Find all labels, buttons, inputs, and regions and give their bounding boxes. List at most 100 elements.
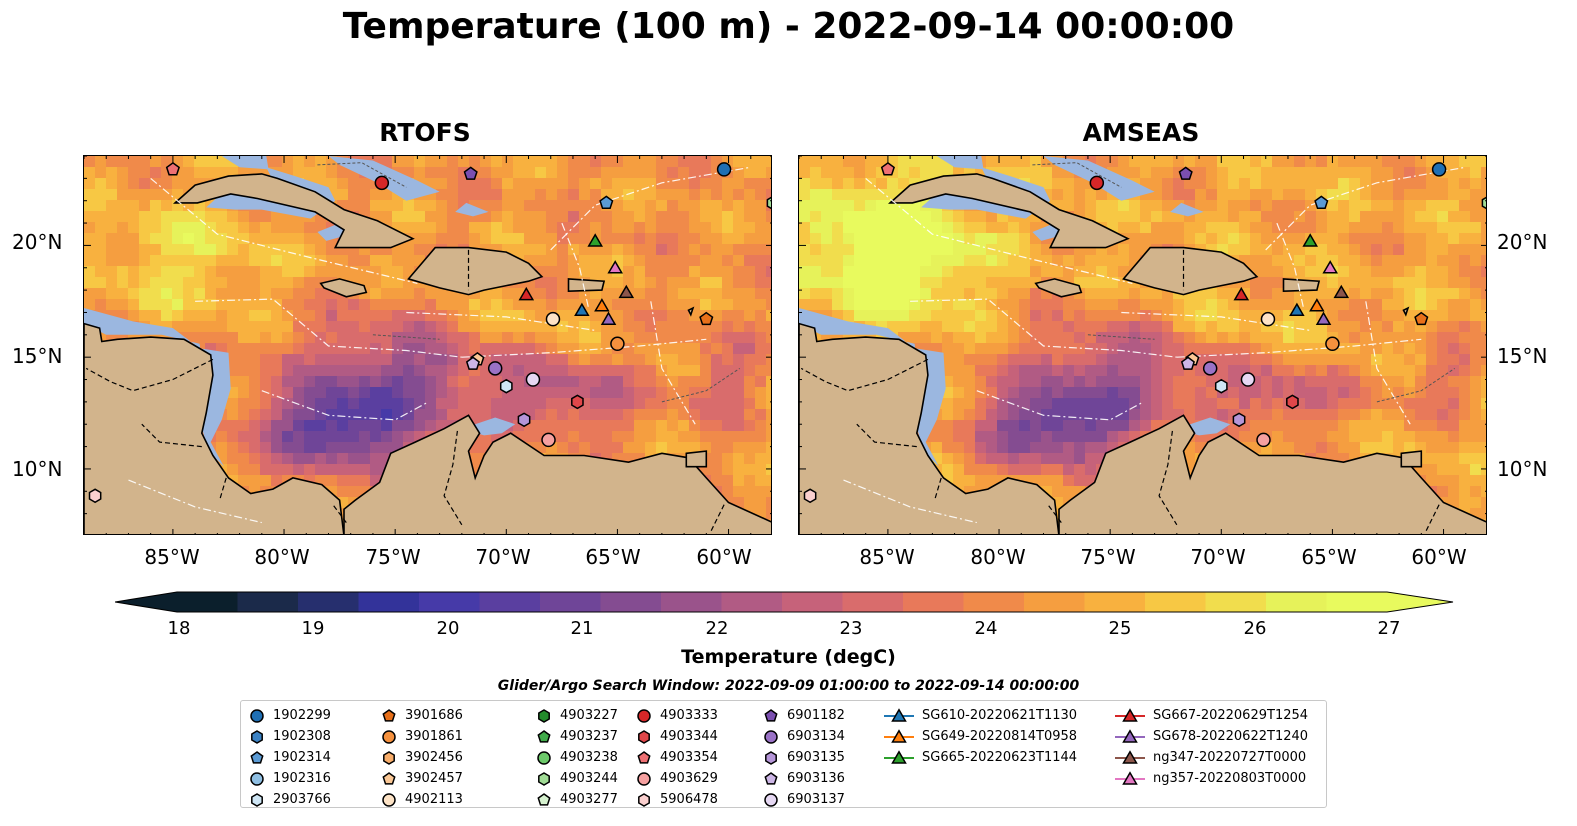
field-cell [953, 266, 965, 278]
field-cell [601, 387, 613, 399]
field-cell [271, 475, 283, 487]
field-cell [326, 420, 338, 432]
field-cell [260, 343, 272, 355]
field-cell [535, 387, 547, 399]
field-cell [1305, 365, 1317, 377]
field-cell [997, 464, 1009, 476]
field-cell [755, 442, 767, 454]
field-cell [293, 255, 305, 267]
field-cell [656, 178, 668, 190]
field-cell [557, 420, 569, 432]
field-cell [1151, 178, 1163, 190]
field-cell [183, 222, 195, 234]
field-cell [293, 277, 305, 289]
field-cell [700, 387, 712, 399]
field-cell [711, 178, 723, 190]
field-cell [205, 321, 217, 333]
field-cell [997, 277, 1009, 289]
field-cell [1448, 431, 1460, 443]
field-cell [1360, 255, 1372, 267]
field-cell [667, 178, 679, 190]
field-cell [1294, 387, 1306, 399]
field-cell [1459, 475, 1471, 487]
field-cell [1360, 244, 1372, 256]
field-cell [1338, 156, 1350, 168]
field-cell [1448, 255, 1460, 267]
field-cell [623, 420, 635, 432]
land-cuba [887, 173, 1130, 249]
colorbar-segment [177, 592, 239, 612]
field-cell [964, 409, 976, 421]
field-cell [546, 167, 558, 179]
field-cell [1041, 310, 1053, 322]
field-cell [1107, 288, 1119, 300]
field-cell [1173, 354, 1185, 366]
field-cell [1151, 354, 1163, 366]
field-cell [656, 398, 668, 410]
field-cell [645, 365, 657, 377]
field-cell [733, 299, 745, 311]
field-cell [106, 277, 118, 289]
field-cell [238, 431, 250, 443]
field-cell [546, 398, 558, 410]
field-cell [447, 189, 459, 201]
field-cell [744, 222, 756, 234]
field-cell [667, 266, 679, 278]
field-cell [1448, 420, 1460, 432]
field-cell [315, 156, 327, 168]
field-cell [359, 376, 371, 388]
field-cell [546, 321, 558, 333]
field-cell [238, 354, 250, 366]
field-cell [1184, 376, 1196, 388]
field-cell [1382, 156, 1394, 168]
field-cell [645, 343, 657, 355]
field-cell [205, 266, 217, 278]
field-cell [1239, 398, 1251, 410]
field-cell [766, 376, 771, 388]
legend-label: 2903766 [273, 792, 331, 807]
shelf-water [936, 156, 984, 170]
legend-triangle [891, 707, 907, 722]
field-cell [997, 431, 1009, 443]
field-cell [832, 211, 844, 223]
field-cell [931, 244, 943, 256]
field-cell [854, 200, 866, 212]
field-cell [1008, 332, 1020, 344]
field-cell [557, 365, 569, 377]
field-cell [645, 178, 657, 190]
field-cell [260, 420, 272, 432]
field-cell [733, 310, 745, 322]
field-cell [150, 200, 162, 212]
field-cell [392, 200, 404, 212]
field-cell [1074, 288, 1086, 300]
field-cell [315, 167, 327, 179]
field-cell [920, 167, 932, 179]
field-cell [1052, 299, 1064, 311]
field-cell [546, 387, 558, 399]
field-cell [502, 288, 514, 300]
field-cell [1360, 409, 1372, 421]
field-cell [227, 310, 239, 322]
field-cell [249, 398, 261, 410]
field-cell [480, 332, 492, 344]
field-cell [557, 156, 569, 168]
field-cell [546, 442, 558, 454]
field-cell [964, 453, 976, 465]
field-cell [1393, 332, 1405, 344]
field-cell [425, 156, 437, 168]
field-cell [1250, 398, 1262, 410]
field-cell [986, 211, 998, 223]
land-south [343, 414, 771, 534]
field-cell [920, 255, 932, 267]
field-cell [700, 244, 712, 256]
platform-marker [716, 162, 732, 177]
field-cell [348, 387, 360, 399]
field-cell [953, 310, 965, 322]
field-cell [1162, 156, 1174, 168]
field-cell [1217, 189, 1229, 201]
field-cell [128, 299, 140, 311]
field-cell [1041, 321, 1053, 333]
field-cell [1140, 156, 1152, 168]
field-cell [1382, 200, 1394, 212]
field-cell [1448, 497, 1460, 509]
